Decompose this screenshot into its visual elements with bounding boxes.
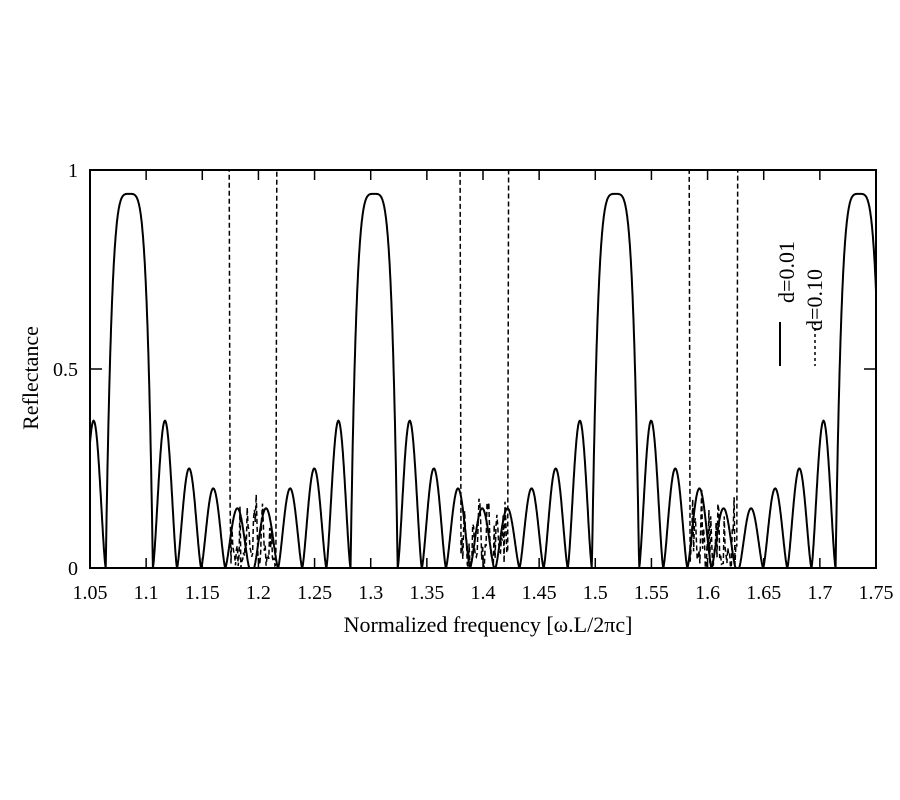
x-tick-label-5: 1.3 bbox=[358, 582, 383, 604]
legend-label-d010: d=0.10 bbox=[802, 269, 827, 331]
x-tick-label-10: 1.55 bbox=[634, 582, 669, 604]
y-axis-label: Reflectance bbox=[18, 326, 43, 430]
series-line-d010 bbox=[90, 169, 876, 568]
x-tick-label-0: 1.05 bbox=[73, 582, 108, 604]
x-tick-label-9: 1.5 bbox=[583, 582, 608, 604]
x-tick-label-3: 1.2 bbox=[246, 582, 271, 604]
x-tick-label-14: 1.75 bbox=[859, 582, 894, 604]
x-tick-label-2: 1.15 bbox=[185, 582, 220, 604]
y-tick-label-2: 1 bbox=[68, 160, 78, 182]
x-tick-label-8: 1.45 bbox=[522, 582, 557, 604]
x-tick-label-12: 1.65 bbox=[746, 582, 781, 604]
legend-label-d001: d=0.01 bbox=[774, 241, 799, 303]
x-axis-label: Normalized frequency [ω.L/2πc] bbox=[344, 612, 633, 637]
y-tick-label-0: 0 bbox=[68, 558, 78, 580]
x-tick-label-6: 1.35 bbox=[409, 582, 444, 604]
y-tick-label-1: 0.5 bbox=[53, 359, 78, 381]
series-line-d001 bbox=[90, 192, 876, 568]
x-tick-label-7: 1.4 bbox=[471, 582, 496, 604]
x-tick-label-11: 1.6 bbox=[695, 582, 720, 604]
x-tick-label-1: 1.1 bbox=[134, 582, 159, 604]
x-tick-label-4: 1.25 bbox=[297, 582, 332, 604]
x-tick-label-13: 1.7 bbox=[807, 582, 832, 604]
